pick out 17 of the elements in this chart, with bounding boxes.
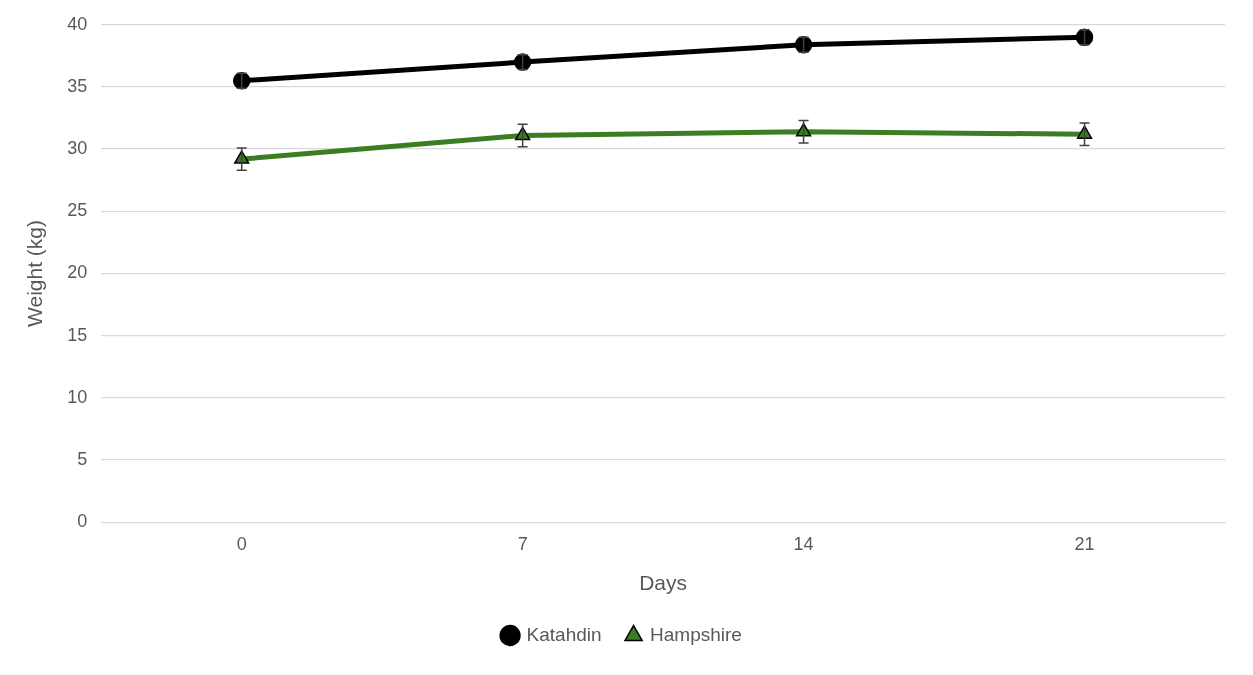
y-tick-label: 25 xyxy=(67,200,88,221)
x-axis-title: Days xyxy=(639,571,688,595)
y-tick-label: 5 xyxy=(77,448,88,469)
y-tick-label: 40 xyxy=(67,13,88,34)
y-tick-label: 0 xyxy=(77,511,88,532)
x-tick-label: 14 xyxy=(793,533,814,554)
y-axis-title: Weight (kg) xyxy=(23,220,47,327)
legend-label: Hampshire xyxy=(650,623,742,645)
y-tick-label: 10 xyxy=(67,386,88,407)
x-tick-label: 21 xyxy=(1074,533,1095,554)
x-tick-label: 7 xyxy=(517,533,528,554)
y-tick-label: 30 xyxy=(67,138,88,159)
y-tick-label: 15 xyxy=(67,324,88,345)
x-tick-label: 0 xyxy=(236,533,247,554)
y-tick-label: 20 xyxy=(67,262,88,283)
legend-label: Katahdin xyxy=(526,623,602,645)
y-tick-label: 35 xyxy=(67,75,88,96)
